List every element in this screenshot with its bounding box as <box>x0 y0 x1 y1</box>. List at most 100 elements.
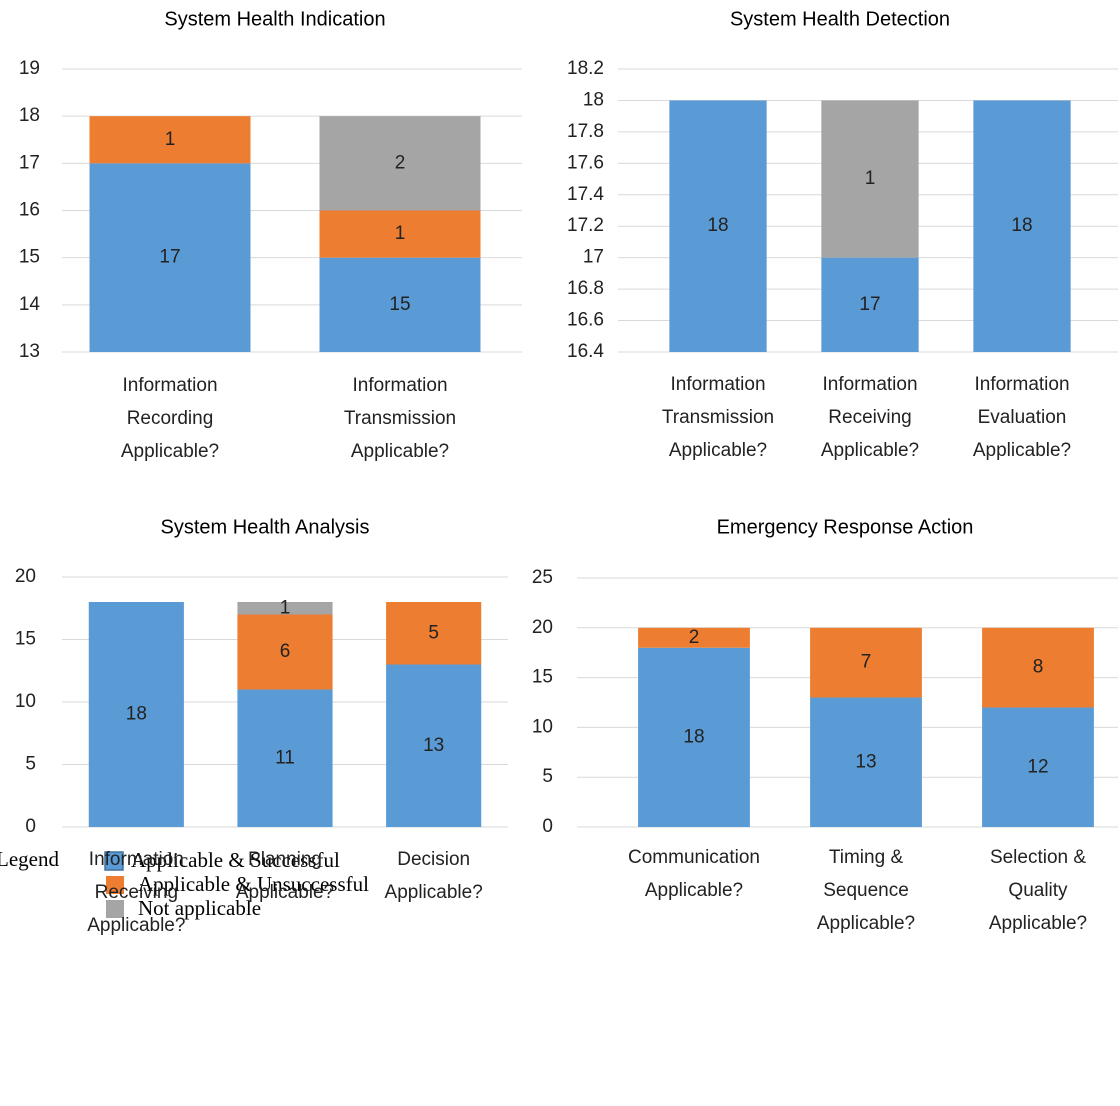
x-tick-label: Sequence <box>823 880 909 901</box>
y-tick-label: 20 <box>532 617 553 638</box>
legend-label: Not applicable <box>138 896 261 920</box>
x-tick-label: Applicable? <box>385 882 483 903</box>
y-tick-label: 5 <box>542 766 553 787</box>
y-tick-label: 10 <box>15 691 36 712</box>
data-label: 1 <box>165 129 176 150</box>
data-label: 7 <box>861 652 872 673</box>
data-label: 18 <box>683 726 704 747</box>
x-tick-label: Information <box>822 374 917 395</box>
data-label: 1 <box>865 168 876 189</box>
data-label: 18 <box>1011 215 1032 236</box>
data-label: 13 <box>855 751 876 772</box>
data-label: 15 <box>389 294 410 315</box>
x-tick-label: Information <box>122 375 217 396</box>
bar-segment <box>810 697 922 827</box>
x-tick-label: Applicable? <box>989 913 1087 934</box>
data-label: 13 <box>423 735 444 756</box>
x-tick-label: Applicable? <box>973 440 1071 461</box>
y-tick-label: 16.6 <box>567 310 604 331</box>
x-tick-label: Information <box>670 374 765 395</box>
bar-segment <box>89 163 251 352</box>
data-label: 12 <box>1027 756 1048 777</box>
bar-segment <box>386 664 482 827</box>
bar-segment <box>638 647 750 827</box>
x-tick-label: Decision <box>397 849 470 870</box>
x-tick-label: Applicable? <box>669 440 767 461</box>
data-label: 1 <box>280 597 291 618</box>
bar-segment <box>237 602 333 615</box>
y-tick-label: 18.2 <box>567 58 604 79</box>
x-tick-label: Applicable? <box>236 882 334 903</box>
y-tick-label: 16 <box>19 200 40 221</box>
data-label: 2 <box>689 627 700 648</box>
x-tick-label: Receiving <box>95 882 178 903</box>
data-label: 5 <box>428 622 439 643</box>
x-tick-label: Applicable? <box>351 441 449 462</box>
data-label: 17 <box>859 294 880 315</box>
y-tick-label: 0 <box>25 816 36 837</box>
bar-segment <box>237 614 333 690</box>
x-tick-label: Quality <box>1008 880 1068 901</box>
bar-segment <box>821 257 919 352</box>
y-tick-label: 18 <box>19 105 40 126</box>
y-tick-label: 20 <box>15 566 36 587</box>
x-tick-label: Transmission <box>662 407 774 428</box>
y-tick-label: 17.2 <box>567 215 604 236</box>
x-tick-label: Timing & <box>829 847 904 868</box>
bar-segment <box>319 210 481 258</box>
y-tick-label: 17.4 <box>567 184 604 205</box>
chart-title: System Health Analysis <box>161 516 370 538</box>
legend-swatch <box>106 876 124 894</box>
bar-segment <box>88 602 184 827</box>
data-label: 2 <box>395 152 406 173</box>
chart-title: Emergency Response Action <box>717 516 974 538</box>
legend-label: Applicable & Unsuccessful <box>138 872 369 896</box>
x-tick-label: Applicable? <box>817 913 915 934</box>
legend-title: Legend <box>0 847 59 871</box>
y-tick-label: 14 <box>19 294 41 315</box>
data-label: 6 <box>280 641 291 662</box>
legend: Legend Applicable & SuccessfulApplicable… <box>0 847 369 920</box>
y-tick-label: 15 <box>532 667 553 688</box>
bar-segment <box>669 100 767 352</box>
bar-segment <box>319 116 481 211</box>
x-tick-label: Communication <box>628 847 760 868</box>
data-label: 17 <box>159 247 180 268</box>
y-tick-label: 10 <box>532 716 553 737</box>
y-tick-label: 25 <box>532 567 553 588</box>
y-tick-label: 17 <box>583 247 604 268</box>
data-label: 18 <box>126 704 147 725</box>
y-tick-label: 18 <box>583 89 604 110</box>
y-tick-label: 16.8 <box>567 278 604 299</box>
bar-segment <box>821 100 919 258</box>
y-tick-label: 0 <box>542 816 553 837</box>
y-tick-label: 19 <box>19 58 40 79</box>
bar-segment <box>237 689 333 827</box>
y-tick-label: 17.6 <box>567 152 604 173</box>
x-tick-label: Information <box>89 849 184 870</box>
chart-title: System Health Indication <box>164 8 385 30</box>
data-label: 1 <box>395 223 406 244</box>
bar-segment <box>982 627 1094 708</box>
x-tick-label: Recording <box>127 408 214 429</box>
x-tick-label: Receiving <box>828 407 911 428</box>
x-tick-label: Information <box>352 375 447 396</box>
bar-segment <box>319 257 481 352</box>
y-tick-label: 13 <box>19 341 40 362</box>
x-tick-label: Evaluation <box>978 407 1067 428</box>
x-tick-label: Applicable? <box>121 441 219 462</box>
bar-segment <box>973 100 1071 352</box>
x-tick-label: Applicable? <box>87 915 185 936</box>
x-tick-label: Applicable? <box>645 880 743 901</box>
bar-segment <box>386 602 482 665</box>
legend-label: Applicable & Successful <box>131 848 340 872</box>
data-label: 18 <box>707 215 728 236</box>
x-tick-label: Transmission <box>344 408 456 429</box>
data-label: 8 <box>1033 657 1044 678</box>
bar-segment <box>89 116 251 164</box>
y-tick-label: 16.4 <box>567 341 604 362</box>
y-tick-label: 15 <box>19 247 40 268</box>
bar-segment <box>638 627 750 648</box>
bar-segment <box>810 627 922 698</box>
